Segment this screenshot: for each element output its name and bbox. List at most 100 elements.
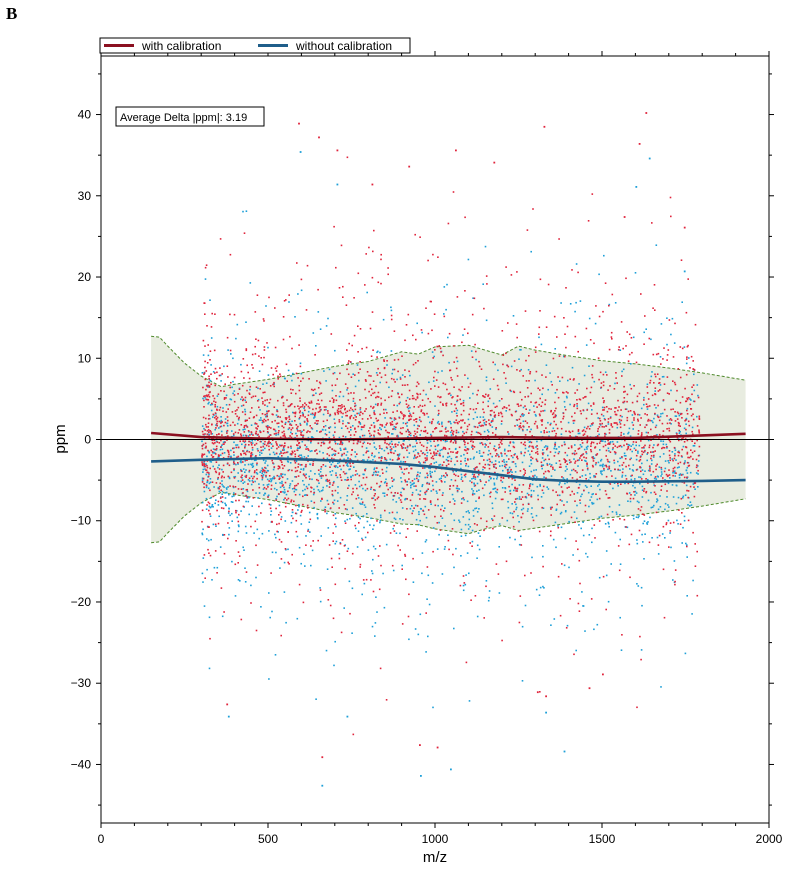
with-calibration-point <box>681 448 683 451</box>
with-calibration-point <box>372 590 375 593</box>
with-calibration-point <box>576 478 578 481</box>
with-calibration-point <box>574 470 577 472</box>
with-calibration-point <box>485 520 488 523</box>
with-calibration-point <box>365 346 368 349</box>
with-calibration-point <box>574 412 576 414</box>
with-calibration-point <box>477 469 480 472</box>
without-calibration-point <box>258 370 261 372</box>
with-calibration-point <box>246 450 248 453</box>
with-calibration-point <box>356 412 358 415</box>
without-calibration-point <box>503 461 506 463</box>
with-calibration-point <box>326 419 328 422</box>
with-calibration-point <box>650 428 652 431</box>
without-calibration-point <box>344 479 346 481</box>
without-calibration-point <box>526 510 529 512</box>
with-calibration-point <box>505 463 508 466</box>
with-calibration-point <box>310 545 312 547</box>
without-calibration-point <box>620 649 623 651</box>
with-calibration-point <box>669 422 671 424</box>
without-calibration-point <box>511 503 513 505</box>
without-calibration-point <box>338 461 341 464</box>
with-calibration-point <box>456 421 458 424</box>
with-calibration-point <box>485 421 488 423</box>
without-calibration-point <box>572 422 575 424</box>
with-calibration-point <box>444 447 446 449</box>
with-calibration-point <box>488 464 491 466</box>
with-calibration-point <box>494 433 497 436</box>
without-calibration-point <box>346 495 349 497</box>
without-calibration-point <box>693 389 696 392</box>
with-calibration-point <box>639 424 641 426</box>
with-calibration-point <box>668 439 671 441</box>
with-calibration-point <box>574 392 576 394</box>
with-calibration-point <box>469 382 472 385</box>
with-calibration-point <box>691 440 693 442</box>
without-calibration-point <box>413 482 415 484</box>
with-calibration-point <box>560 466 562 468</box>
with-calibration-point <box>455 419 458 421</box>
without-calibration-point <box>522 475 524 477</box>
with-calibration-point <box>348 342 350 345</box>
without-calibration-point <box>601 406 604 409</box>
without-calibration-point <box>221 480 223 482</box>
with-calibration-point <box>204 429 206 431</box>
without-calibration-point <box>308 475 310 478</box>
without-calibration-point <box>309 531 311 533</box>
with-calibration-point <box>420 450 422 452</box>
with-calibration-point <box>304 402 306 404</box>
with-calibration-point <box>261 470 264 473</box>
without-calibration-point <box>334 453 337 455</box>
with-calibration-point <box>395 423 398 425</box>
with-calibration-point <box>282 396 284 398</box>
without-calibration-point <box>579 502 582 504</box>
with-calibration-point <box>333 449 336 452</box>
with-calibration-point <box>606 513 609 516</box>
with-calibration-point <box>494 406 497 408</box>
without-calibration-point <box>385 470 388 473</box>
without-calibration-point <box>320 490 323 492</box>
without-calibration-point <box>270 479 273 482</box>
with-calibration-point <box>241 396 243 398</box>
with-calibration-point <box>662 430 665 432</box>
without-calibration-point <box>533 469 535 472</box>
with-calibration-point <box>467 459 469 461</box>
with-calibration-point <box>377 403 379 405</box>
without-calibration-point <box>591 527 593 530</box>
without-calibration-point <box>696 384 699 386</box>
without-calibration-point <box>230 353 232 355</box>
with-calibration-point <box>314 388 316 391</box>
without-calibration-point <box>661 376 664 378</box>
with-calibration-point <box>401 623 404 625</box>
with-calibration-point <box>221 373 223 375</box>
with-calibration-point <box>227 537 229 540</box>
without-calibration-point <box>446 456 449 459</box>
with-calibration-point <box>524 434 527 436</box>
without-calibration-point <box>670 546 672 549</box>
with-calibration-point <box>524 441 526 444</box>
without-calibration-point <box>220 430 223 433</box>
with-calibration-point <box>268 503 271 506</box>
without-calibration-point <box>202 471 204 473</box>
without-calibration-point <box>323 370 325 372</box>
without-calibration-point <box>497 369 499 372</box>
with-calibration-point <box>345 304 348 306</box>
with-calibration-point <box>278 430 280 432</box>
with-calibration-point <box>608 467 611 470</box>
without-calibration-point <box>543 409 546 412</box>
with-calibration-point <box>232 433 235 435</box>
with-calibration-point <box>660 485 663 487</box>
with-calibration-point <box>287 420 290 423</box>
without-calibration-point <box>411 483 413 486</box>
without-calibration-point <box>413 478 416 480</box>
without-calibration-point <box>419 434 421 436</box>
with-calibration-point <box>657 416 660 419</box>
with-calibration-point <box>210 373 212 375</box>
with-calibration-point <box>560 486 563 488</box>
with-calibration-point <box>633 491 635 493</box>
with-calibration-point <box>543 431 546 434</box>
with-calibration-point <box>478 473 480 476</box>
without-calibration-point <box>637 450 639 453</box>
without-calibration-point <box>628 492 631 494</box>
without-calibration-point <box>291 480 294 482</box>
with-calibration-point <box>649 379 652 382</box>
